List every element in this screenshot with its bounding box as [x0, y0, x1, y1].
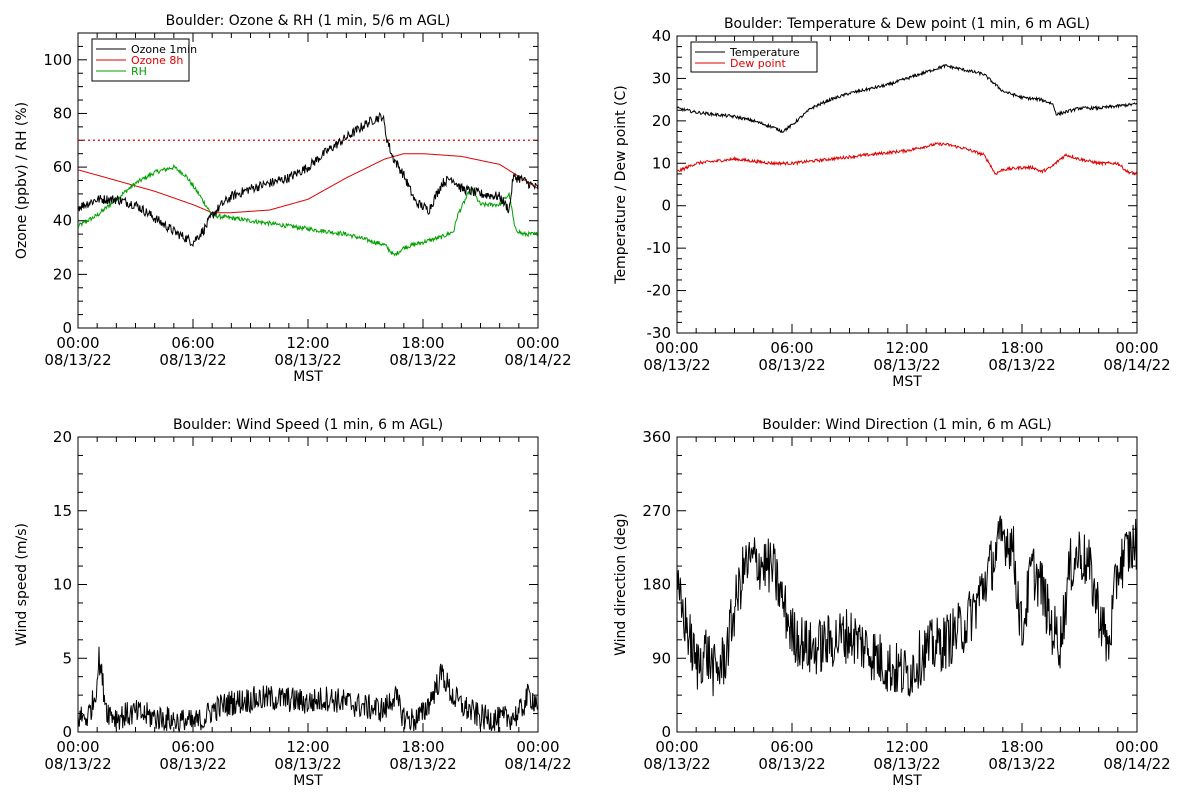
series-line-rh	[78, 163, 538, 257]
x-axis-label: MST	[892, 374, 922, 390]
x-tick-date-label: 08/13/22	[274, 755, 341, 773]
x-tick-label: 00:00	[655, 738, 698, 756]
chart-title: Boulder: Wind Direction (1 min, 6 m AGL)	[762, 417, 1051, 433]
chart-panel-4: Boulder: Wind Direction (1 min, 6 m AGL)…	[613, 417, 1171, 789]
series-line-ozone-8h	[78, 153, 538, 214]
y-tick-label: 5	[62, 649, 72, 667]
y-tick-label: 270	[642, 502, 671, 520]
x-tick-label: 18:00	[1000, 339, 1043, 357]
y-tick-label: 30	[652, 69, 671, 87]
x-tick-date-label: 08/13/22	[389, 351, 456, 369]
y-tick-label: 40	[53, 212, 72, 230]
x-tick-date-label: 08/13/22	[873, 356, 940, 374]
x-tick-date-label: 08/13/22	[274, 351, 341, 369]
legend-entry: Temperature	[729, 46, 800, 59]
y-tick-label: 10	[53, 576, 72, 594]
series-line-temperature	[677, 64, 1137, 134]
x-tick-date-label: 08/14/22	[504, 351, 571, 369]
y-tick-label: 80	[53, 104, 72, 122]
x-tick-label: 00:00	[1115, 339, 1158, 357]
x-tick-label: 18:00	[401, 334, 444, 352]
x-tick-date-label: 08/13/22	[758, 356, 825, 374]
y-tick-label: 40	[652, 27, 671, 45]
y-tick-label: 20	[652, 112, 671, 130]
x-tick-date-label: 08/13/22	[44, 755, 111, 773]
legend-box	[690, 41, 818, 73]
plot-frame	[77, 436, 539, 733]
x-tick-label: 00:00	[56, 334, 99, 352]
y-tick-label: -20	[647, 282, 672, 300]
y-tick-label: 360	[642, 428, 671, 446]
legend-entry: RH	[131, 65, 147, 78]
y-axis-label: Temperature / Dew point (C)	[613, 85, 629, 284]
series-line-series-0	[677, 515, 1137, 697]
chart-panel-1: Boulder: Ozone & RH (1 min, 5/6 m AGL) 0 2…	[14, 13, 572, 385]
y-tick-label: 20	[53, 428, 72, 446]
x-tick-label: 18:00	[401, 738, 444, 756]
x-tick-date-label: 08/13/22	[159, 755, 226, 773]
chart-title: Boulder: Temperature & Dew point (1 min,…	[724, 16, 1090, 32]
y-tick-label: 15	[53, 502, 72, 520]
x-tick-label: 12:00	[286, 738, 329, 756]
x-tick-label: 06:00	[171, 738, 214, 756]
x-tick-label: 00:00	[516, 334, 559, 352]
x-tick-label: 12:00	[286, 334, 329, 352]
y-axis-label: Wind speed (m/s)	[14, 523, 30, 646]
x-tick-label: 18:00	[1000, 738, 1043, 756]
x-tick-date-label: 08/13/22	[159, 351, 226, 369]
y-tick-label: -10	[647, 239, 672, 257]
y-tick-label: 10	[652, 154, 671, 172]
y-tick-label: 0	[62, 319, 72, 337]
x-axis-label: MST	[892, 773, 922, 789]
plot-frame	[676, 436, 1138, 733]
chart-panel-2: Boulder: Temperature & Dew point (1 min,…	[613, 16, 1171, 390]
x-tick-date-label: 08/13/22	[988, 755, 1055, 773]
x-axis-label: MST	[293, 369, 323, 385]
x-tick-date-label: 08/13/22	[988, 356, 1055, 374]
x-tick-label: 00:00	[655, 339, 698, 357]
x-axis-label: MST	[293, 773, 323, 789]
x-tick-date-label: 08/13/22	[389, 755, 456, 773]
x-tick-date-label: 08/14/22	[1103, 356, 1170, 374]
x-tick-date-label: 08/14/22	[504, 755, 571, 773]
chart-panel-3: Boulder: Wind Speed (1 min, 6 m AGL) 0 5 10…	[14, 417, 572, 789]
y-tick-label: 90	[652, 649, 671, 667]
y-tick-label: -30	[647, 324, 672, 342]
x-tick-date-label: 08/13/22	[643, 755, 710, 773]
series-line-dew-point	[677, 141, 1137, 176]
y-tick-label: 0	[661, 723, 671, 741]
x-tick-label: 06:00	[770, 339, 813, 357]
x-tick-date-label: 08/13/22	[643, 356, 710, 374]
chart-title: Boulder: Wind Speed (1 min, 6 m AGL)	[173, 417, 443, 433]
x-tick-label: 00:00	[516, 738, 559, 756]
legend-entry: Ozone 1min	[131, 43, 197, 56]
x-tick-date-label: 08/13/22	[758, 755, 825, 773]
y-tick-label: 180	[642, 576, 671, 594]
y-axis-label: Wind direction (deg)	[613, 513, 629, 656]
plot-frame	[676, 35, 1138, 334]
y-tick-label: 100	[43, 51, 72, 69]
x-tick-label: 06:00	[171, 334, 214, 352]
x-tick-label: 12:00	[885, 339, 928, 357]
y-tick-label: 0	[661, 197, 671, 215]
x-tick-date-label: 08/13/22	[873, 755, 940, 773]
x-tick-label: 00:00	[56, 738, 99, 756]
x-tick-label: 00:00	[1115, 738, 1158, 756]
x-tick-date-label: 08/14/22	[1103, 755, 1170, 773]
chart-title: Boulder: Ozone & RH (1 min, 5/6 m AGL)	[166, 13, 451, 29]
y-tick-label: 20	[53, 265, 72, 283]
legend-entry: Ozone 8h	[131, 54, 183, 67]
x-tick-label: 06:00	[770, 738, 813, 756]
x-tick-date-label: 08/13/22	[44, 351, 111, 369]
y-tick-label: 60	[53, 158, 72, 176]
y-tick-label: 0	[62, 723, 72, 741]
series-line-ozone-1min	[78, 112, 538, 248]
y-axis-label: Ozone (ppbv) / RH (%)	[14, 102, 30, 259]
series-line-series-0	[78, 646, 538, 732]
x-tick-label: 12:00	[885, 738, 928, 756]
legend-entry: Dew point	[730, 57, 786, 70]
